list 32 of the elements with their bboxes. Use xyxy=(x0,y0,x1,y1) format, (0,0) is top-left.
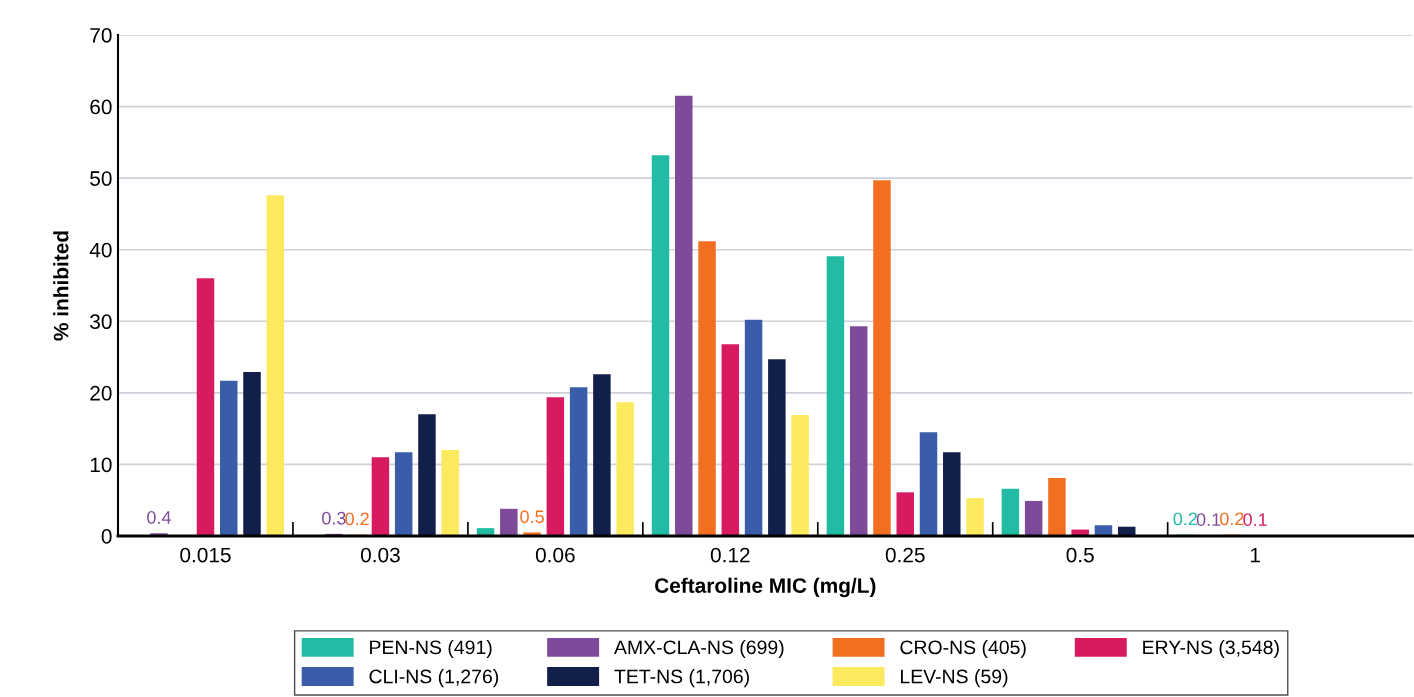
data-label: 0.2 xyxy=(1220,512,1244,526)
y-axis-title: % inhibited xyxy=(53,231,69,341)
legend-label: AMX-CLA-NS (699) xyxy=(614,639,784,659)
y-tick-label: 30 xyxy=(90,314,112,330)
data-label: 0.1 xyxy=(1196,513,1221,526)
legend-label: ERY-NS (3,548) xyxy=(1143,639,1279,659)
data-label: 0.3 xyxy=(322,511,346,525)
x-tick-label: 0.03 xyxy=(360,547,400,563)
x-tick-label: 0.12 xyxy=(710,547,750,563)
y-tick-label: 70 xyxy=(90,28,112,43)
x-tick-label: 0.015 xyxy=(180,547,231,563)
legend-label: CLI-NS (1,276) xyxy=(369,669,499,688)
y-tick-label: 10 xyxy=(90,457,112,473)
data-label: 0.2 xyxy=(1173,512,1197,526)
x-tick-label: 0.25 xyxy=(885,547,925,563)
y-tick-label: 60 xyxy=(90,99,112,115)
x-axis-title: Ceftaroline MIC (mg/L) xyxy=(655,577,876,598)
data-label: 0.2 xyxy=(345,512,369,526)
legend-label: CRO-NS (405) xyxy=(900,639,1026,659)
x-tick-label: 1 xyxy=(1250,547,1260,563)
x-tick-label: 0.5 xyxy=(1066,547,1094,563)
y-tick-label: 40 xyxy=(89,242,112,258)
x-tick-label: 0.06 xyxy=(535,547,575,563)
data-label: 0.5 xyxy=(520,510,544,524)
legend-label: PEN-NS (491) xyxy=(370,639,492,659)
legend-label: TET-NS (1,706) xyxy=(614,669,749,688)
y-tick-label: 50 xyxy=(90,171,112,186)
y-tick-label: 0 xyxy=(101,529,112,544)
legend-label: LEV-NS (59) xyxy=(901,669,1008,688)
data-label: 0.4 xyxy=(147,511,171,524)
data-label: 0.1 xyxy=(1243,513,1267,526)
y-tick-label: 20 xyxy=(90,385,112,401)
